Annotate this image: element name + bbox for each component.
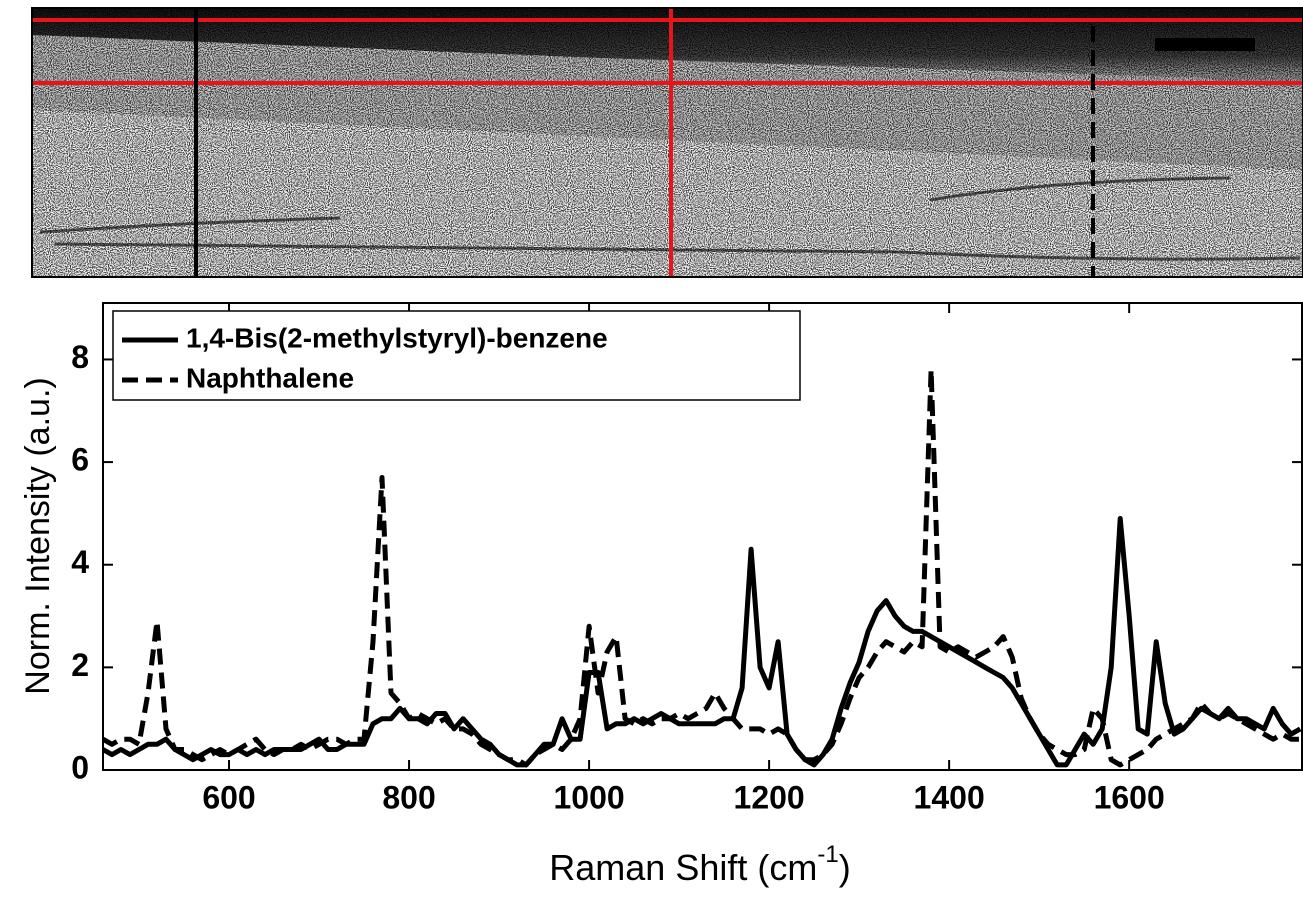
y-axis-label: Norm. Intensity (a.u.): [19, 377, 57, 694]
y-tick-label: 0: [71, 749, 89, 785]
image-panel: [32, 8, 1303, 277]
legend-label: 1,4-Bis(2-methylstyryl)-benzene: [186, 322, 608, 353]
x-label-text: Raman Shift (cm: [549, 847, 817, 888]
y-tick-label: 6: [71, 442, 89, 478]
legend-label: Naphthalene: [186, 362, 354, 393]
x-label-superscript: -1: [817, 841, 838, 868]
x-tick-label: 1000: [553, 779, 624, 815]
y-tick-label: 8: [71, 339, 89, 375]
series-line: [103, 367, 1301, 768]
x-tick-label: 600: [202, 779, 255, 815]
x-tick-label: 800: [382, 779, 435, 815]
legend-box: [112, 310, 801, 401]
y-tick-label: 4: [71, 544, 89, 580]
x-axis-label: Raman Shift (cm-1): [549, 841, 850, 887]
x-tick-label: 1400: [914, 779, 985, 815]
x-tick-label: 1200: [734, 779, 805, 815]
x-label-suffix: ): [839, 847, 851, 888]
series-line: [103, 516, 1302, 768]
plot-frame: [102, 302, 1303, 771]
image-frame: [31, 7, 1303, 278]
speckle: [32, 8, 1303, 277]
y-tick-label: 2: [71, 647, 89, 683]
axes: 600 800 1000 1200 1400 1600 0 2 4 6 8: [71, 303, 1302, 815]
x-tick-label: 1600: [1094, 779, 1165, 815]
legend: 1,4-Bis(2-methylstyryl)-benzene Naphthale…: [112, 310, 801, 401]
plot-area: [103, 367, 1302, 768]
scale-bar: [1155, 38, 1255, 51]
